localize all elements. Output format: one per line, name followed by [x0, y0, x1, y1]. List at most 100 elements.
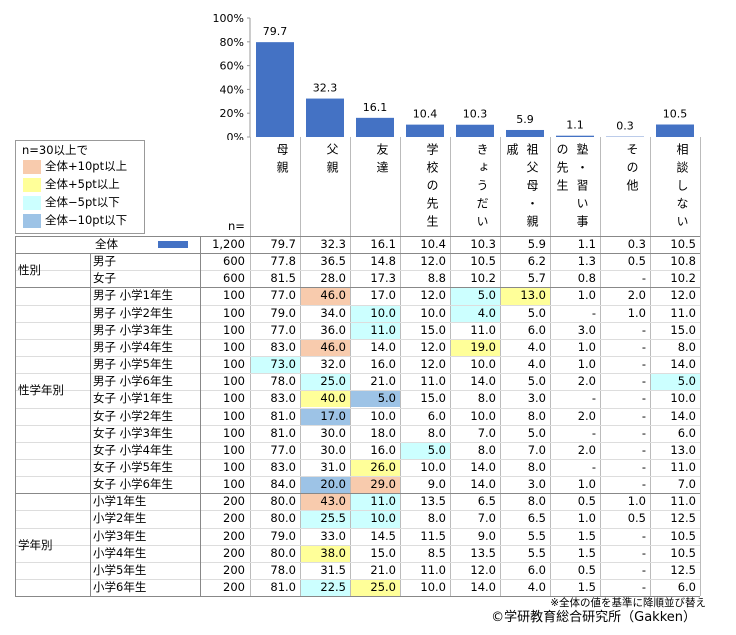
cell: 73.0: [270, 357, 296, 372]
cell: 2.0: [627, 288, 646, 303]
highlight: [351, 511, 400, 528]
cell: 12.5: [670, 511, 696, 526]
row-rule: [15, 424, 700, 426]
bar: [306, 98, 344, 137]
row-label: 男子: [93, 254, 116, 269]
cell: 81.0: [270, 408, 296, 423]
cell: 0.5: [627, 254, 646, 269]
cell: 13.0: [520, 288, 546, 303]
cell: 10.3: [470, 237, 496, 251]
cell: 17.3: [370, 271, 396, 286]
cell: 1.0: [577, 288, 596, 303]
chart: 0% 20% 40% 60% 80% 100% 79.7 32.3 16.1 10.4 10.3 5.…: [213, 12, 694, 140]
cell: 8.0: [477, 442, 496, 457]
legend-swatch: [23, 160, 41, 174]
cell: 14.5: [370, 528, 396, 543]
y-tick-label: 80%: [220, 36, 244, 49]
cell: 0.3: [627, 237, 646, 251]
cell: 83.0: [270, 391, 296, 406]
highlight: [301, 477, 350, 494]
row-label: 女子 小学2年生: [93, 408, 173, 423]
cell: 77.0: [270, 288, 296, 303]
cell: 79.7: [270, 237, 296, 251]
cell: -: [641, 425, 646, 440]
legend-label: 全体+5pt以上: [45, 177, 120, 191]
column-rule: [350, 137, 351, 596]
cell: 10.0: [370, 305, 396, 320]
cell: 1.1: [577, 237, 596, 251]
bar: [256, 42, 294, 138]
cell: 2.0: [577, 408, 596, 423]
cell: 4.0: [477, 305, 496, 320]
row-label: 小学4年生: [93, 545, 147, 560]
highlight: [351, 322, 400, 339]
cell: 77.8: [270, 254, 296, 269]
cell: 11.0: [370, 322, 396, 337]
column-rule: [450, 137, 451, 596]
cell: 12.0: [470, 562, 496, 577]
cell: -: [591, 305, 596, 320]
column-header: 塾・習い事の先生: [555, 143, 589, 233]
highlight: [301, 374, 350, 391]
cell: 19.0: [470, 339, 496, 354]
cell: 80.0: [270, 545, 296, 560]
cell: 16.0: [370, 442, 396, 457]
value-label: 10.5: [663, 108, 688, 121]
row-label: 小学1年生: [93, 494, 147, 509]
cell: 5.9: [527, 237, 546, 251]
cell: 8.0: [477, 391, 496, 406]
value-label: 1.1: [566, 119, 584, 132]
legend-label: 全体−10pt以下: [45, 213, 128, 227]
column-rule: [300, 137, 301, 596]
highlight: [301, 408, 350, 425]
cell: 36.5: [320, 254, 346, 269]
cell: 29.0: [370, 477, 396, 492]
cell: 83.0: [270, 459, 296, 474]
cell: 5.0: [527, 374, 546, 389]
highlight: [301, 580, 350, 597]
cell: 1.0: [577, 339, 596, 354]
cell: 10.0: [670, 391, 696, 406]
row-label: 男子 小学3年生: [93, 322, 173, 337]
label-rule: [200, 236, 201, 597]
cell: 46.0: [320, 339, 346, 354]
highlight: [651, 374, 700, 391]
cell: 3.0: [527, 477, 546, 492]
cell: 81.5: [270, 271, 296, 286]
cell: 0.8: [577, 271, 596, 286]
row-n: 100: [223, 357, 245, 372]
legend-swatch: [23, 214, 41, 228]
highlight: [301, 339, 350, 357]
row-rule: [15, 236, 700, 237]
cell: 12.0: [670, 288, 696, 303]
cell: 12.0: [420, 254, 446, 269]
cell: -: [641, 391, 646, 406]
cell: -: [641, 322, 646, 337]
row-rule: [15, 544, 700, 546]
highlight: [351, 477, 400, 494]
highlight: [401, 442, 450, 459]
cell: 11.0: [420, 562, 446, 577]
row-n: 100: [223, 459, 245, 474]
highlight: [351, 494, 400, 511]
cell: 1.0: [577, 357, 596, 372]
cell: 14.0: [370, 339, 396, 354]
cell: 77.0: [270, 322, 296, 337]
row-n: 100: [223, 477, 245, 492]
cell: 7.0: [527, 442, 546, 457]
highlight: [501, 288, 550, 305]
cell: 84.0: [270, 477, 296, 492]
y-tick-label: 0%: [227, 131, 244, 140]
row-rule: [15, 527, 700, 529]
value-label: 32.3: [313, 82, 338, 95]
cell: 10.0: [370, 408, 396, 423]
row-rule: [15, 321, 700, 323]
group-label: 性学年別: [18, 383, 64, 398]
column-rule: [600, 137, 601, 596]
cell: 13.5: [470, 545, 496, 560]
bar: [406, 124, 444, 137]
cell: -: [641, 580, 646, 594]
column-header: 母親: [275, 143, 289, 179]
highlight: [301, 288, 350, 305]
row-n: 200: [223, 528, 245, 543]
